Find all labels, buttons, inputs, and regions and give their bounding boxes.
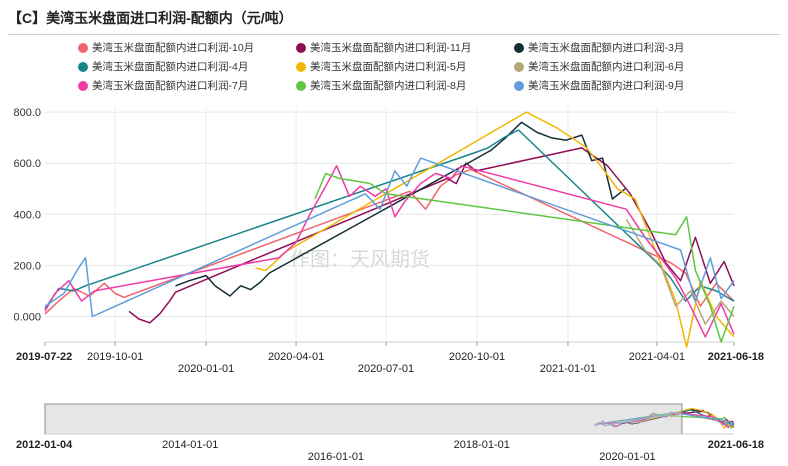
title-divider <box>8 34 780 35</box>
legend-marker <box>514 61 524 72</box>
x-tick-label: 2020-10-01 <box>449 351 505 363</box>
legend-marker <box>514 80 524 91</box>
series-line <box>44 157 735 318</box>
watermark: 作图：天风期货 <box>290 248 430 271</box>
overview-tick-label: 2016-01-01 <box>308 451 364 463</box>
legend-label: 美湾玉米盘面配额内进口利润-8月 <box>310 80 467 92</box>
legend-item[interactable]: 美湾玉米盘面配额内进口利润-5月 <box>296 59 466 74</box>
overview-selection-window <box>44 403 683 435</box>
x-tick-label: 2019-10-01 <box>87 351 143 363</box>
legend-item[interactable]: 美湾玉米盘面配额内进口利润-7月 <box>78 78 248 93</box>
legend-item[interactable]: 美湾玉米盘面配额内进口利润-8月 <box>296 78 466 93</box>
legend-marker <box>78 80 88 91</box>
legend-item[interactable]: 美湾玉米盘面配额内进口利润-6月 <box>514 59 684 74</box>
chart-title: 【C】美湾玉米盘面进口利润-配额内（元/吨） <box>8 10 293 26</box>
x-tick-label: 2020-04-01 <box>268 351 324 363</box>
legend-label: 美湾玉米盘面配额内进口利润-5月 <box>310 61 467 73</box>
legend-item[interactable]: 美湾玉米盘面配额内进口利润-4月 <box>78 59 248 74</box>
overview-tick-label: 2020-01-01 <box>599 451 655 463</box>
legend-label: 美湾玉米盘面配额内进口利润-11月 <box>310 42 472 54</box>
legend-label: 美湾玉米盘面配额内进口利润-9月 <box>528 80 685 92</box>
series-line <box>314 172 735 343</box>
x-tick-label: 2019-07-22 <box>16 351 72 363</box>
legend-item[interactable]: 美湾玉米盘面配额内进口利润-9月 <box>514 78 684 93</box>
series-line <box>625 219 735 325</box>
legend-marker <box>296 61 306 72</box>
legend-label: 美湾玉米盘面配额内进口利润-7月 <box>92 80 249 92</box>
x-tick-label: 2021-01-01 <box>540 363 596 375</box>
x-tick-label: 2020-07-01 <box>358 363 414 375</box>
legend-marker <box>78 42 88 53</box>
series-line <box>175 121 626 297</box>
series-line <box>44 129 735 310</box>
x-tick-label: 2021-06-18 <box>708 351 764 363</box>
y-tick-label: 400.0 <box>13 209 41 221</box>
legend-item[interactable]: 美湾玉米盘面配额内进口利润-3月 <box>514 40 684 55</box>
overview-area <box>45 404 734 434</box>
overview-tick-label: 2021-06-18 <box>708 439 764 451</box>
overview-tick-label: 2012-01-04 <box>16 439 73 451</box>
y-tick-label: 0.000 <box>13 311 41 323</box>
y-tick-label: 600.0 <box>13 158 41 170</box>
overview-tick-label: 2018-01-01 <box>454 439 510 451</box>
series-line <box>128 147 735 324</box>
x-tick-label: 2020-01-01 <box>178 363 234 375</box>
x-tick-label: 2021-04-01 <box>629 351 685 363</box>
overview-series-line <box>648 413 735 429</box>
legend-item[interactable]: 美湾玉米盘面配额内进口利润-10月 <box>78 40 254 55</box>
legend-label: 美湾玉米盘面配额内进口利润-6月 <box>528 61 685 73</box>
legend-marker <box>296 80 306 91</box>
legend-item[interactable]: 美湾玉米盘面配额内进口利润-11月 <box>296 40 471 55</box>
legend-marker <box>78 61 88 72</box>
overview-series-line <box>594 411 735 427</box>
y-tick-label: 800.0 <box>13 107 41 119</box>
legend-marker <box>514 42 524 53</box>
legend-label: 美湾玉米盘面配额内进口利润-10月 <box>92 42 255 54</box>
legend-marker <box>296 42 306 53</box>
y-tick-label: 200.0 <box>13 260 41 272</box>
overview-tick-label: 2014-01-01 <box>162 439 218 451</box>
legend-label: 美湾玉米盘面配额内进口利润-3月 <box>528 42 685 54</box>
legend-label: 美湾玉米盘面配额内进口利润-4月 <box>92 61 249 73</box>
